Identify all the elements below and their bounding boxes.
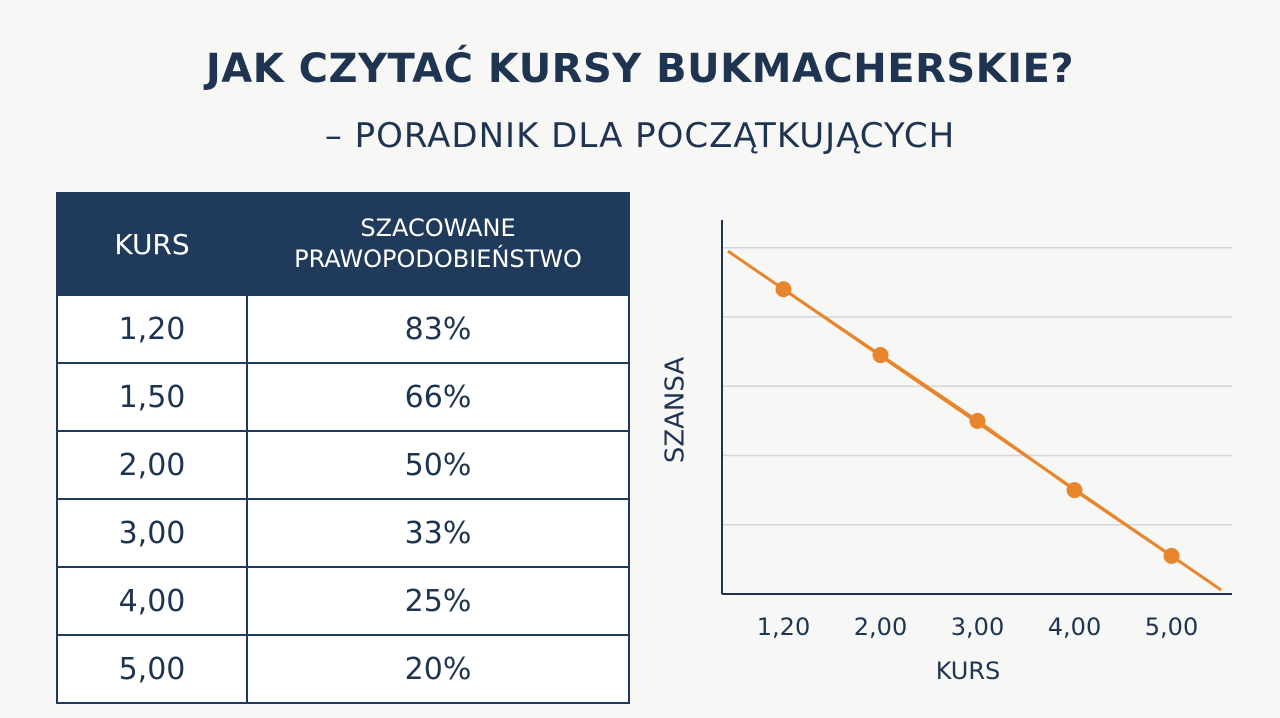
table-row: 5,00 20% bbox=[56, 634, 630, 704]
data-point bbox=[775, 281, 792, 298]
column-header: KURS bbox=[56, 192, 248, 296]
data-point bbox=[1163, 547, 1180, 564]
table-cell: 50% bbox=[246, 430, 630, 500]
odds-table: KURS SZACOWANE PRAWOPODOBIEŃSTWO 1,20 83%… bbox=[56, 192, 630, 704]
table-row: 1,20 83% bbox=[56, 294, 630, 364]
x-axis-label: KURS bbox=[936, 657, 1001, 685]
table-row: 2,00 50% bbox=[56, 430, 630, 500]
table-cell: 2,00 bbox=[56, 430, 248, 500]
table-row: 4,00 25% bbox=[56, 566, 630, 636]
data-point bbox=[872, 347, 889, 364]
table-cell: 1,20 bbox=[56, 294, 248, 364]
data-point bbox=[1066, 482, 1083, 499]
table-cell: 5,00 bbox=[56, 634, 248, 704]
x-tick-label: 5,00 bbox=[1145, 613, 1198, 641]
x-tick-label: 2,00 bbox=[854, 613, 907, 641]
table-cell: 4,00 bbox=[56, 566, 248, 636]
table-row: 3,00 33% bbox=[56, 498, 630, 568]
table-cell: 83% bbox=[246, 294, 630, 364]
x-tick-label: 1,20 bbox=[757, 613, 810, 641]
chart: SZANSA KURS 1,20 2,00 3,00 4,00 5,00 bbox=[661, 220, 1232, 685]
column-header: SZACOWANE PRAWOPODOBIEŃSTWO bbox=[246, 192, 630, 296]
data-point bbox=[969, 412, 986, 429]
title: JAK CZYTAĆ KURSY BUKMACHERSKIE? bbox=[205, 46, 1075, 92]
table-cell: 20% bbox=[246, 634, 630, 704]
table-row: 1,50 66% bbox=[56, 362, 630, 432]
table-cell: 25% bbox=[246, 566, 630, 636]
table-cell: 1,50 bbox=[56, 362, 248, 432]
table-cell: 66% bbox=[246, 362, 630, 432]
table-cell: 3,00 bbox=[56, 498, 248, 568]
x-tick-label: 4,00 bbox=[1048, 613, 1101, 641]
y-axis-label: SZANSA bbox=[661, 357, 691, 464]
table-cell: 33% bbox=[246, 498, 630, 568]
subtitle: – PORADNIK DLA POCZĄTKUJĄCYCH bbox=[324, 116, 956, 156]
x-tick-label: 3,00 bbox=[951, 613, 1004, 641]
